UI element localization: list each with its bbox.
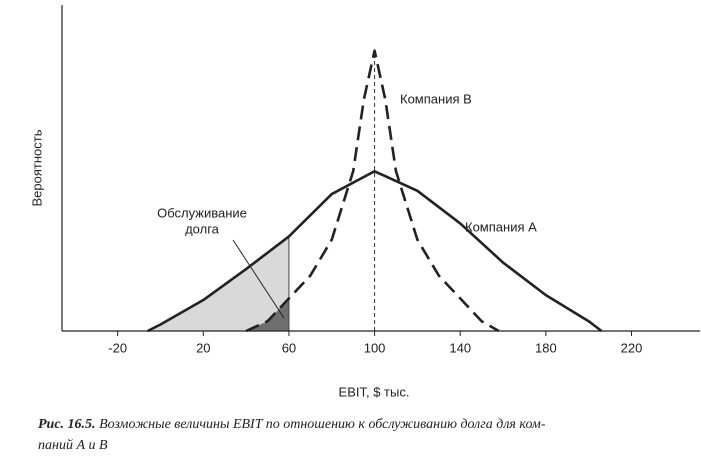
x-tick-label: 20 xyxy=(196,340,210,355)
curve xyxy=(245,49,500,333)
annotation-pointer xyxy=(232,239,285,319)
shaded-area xyxy=(246,298,289,331)
annotation: долга xyxy=(185,221,220,236)
caption-label: Рис. 16.5. xyxy=(38,417,96,432)
caption-line: паний А и В xyxy=(38,438,108,453)
curve xyxy=(147,169,603,333)
x-tick-label: 180 xyxy=(535,340,557,355)
x-tick-label: 140 xyxy=(449,340,471,355)
x-axis-label: EBIT, $ тыс. xyxy=(339,384,410,399)
x-tick-label: 220 xyxy=(621,340,643,355)
caption-line: Рис. 16.5. Возможные величины EBIT по от… xyxy=(38,417,546,433)
series-label: Компания В xyxy=(400,91,472,106)
y-axis-label: Вероятность xyxy=(29,129,44,206)
annotation: Обслуживание xyxy=(157,205,247,220)
series-label: Компания А xyxy=(465,219,537,234)
x-tick-label: 100 xyxy=(364,340,386,355)
chart: Вероятность EBIT, $ тыс. -20 20 60 100 140 18… xyxy=(29,5,700,399)
caption-text: Возможные величины EBIT по отношению к о… xyxy=(99,417,546,432)
shaded-area xyxy=(147,236,289,331)
x-tick-label: 60 xyxy=(282,340,296,355)
x-tick-label: -20 xyxy=(108,340,127,355)
